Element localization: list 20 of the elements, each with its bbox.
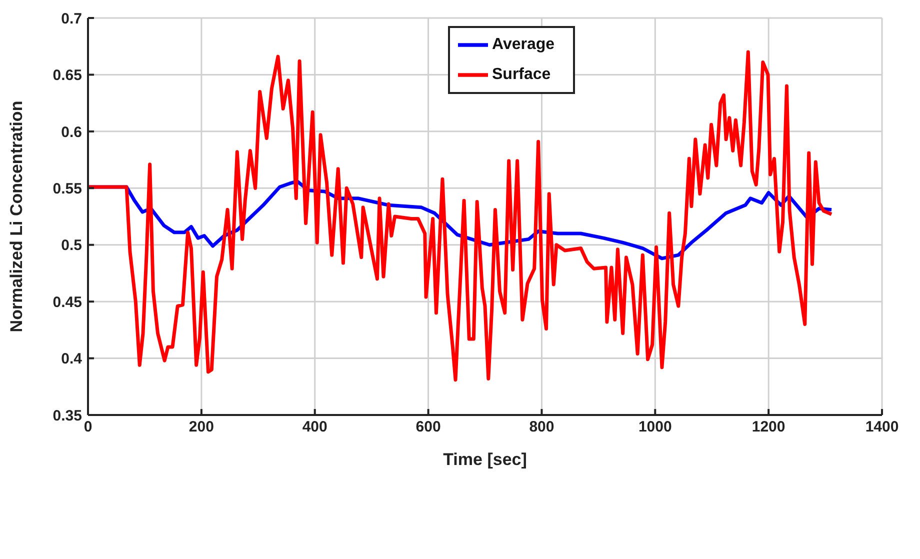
x-tick-label: 1400 <box>865 418 899 436</box>
y-tick-label: 0.7 <box>61 10 82 28</box>
x-tick-label: 600 <box>416 418 441 436</box>
x-tick-label: 1000 <box>638 418 672 436</box>
x-tick-label: 400 <box>302 418 328 436</box>
y-tick-label: 0.5 <box>61 237 82 254</box>
y-tick-label: 0.65 <box>52 67 82 84</box>
x-tick-label: 1200 <box>752 418 786 436</box>
x-tick-label: 200 <box>188 418 214 436</box>
y-axis-title: Normalized Li Concentration <box>7 100 26 332</box>
legend-label: Average <box>492 36 555 54</box>
legend-label: Surface <box>492 66 551 84</box>
y-tick-label: 0.45 <box>52 294 82 311</box>
x-tick-label: 0 <box>84 418 92 436</box>
y-tick-label: 0.55 <box>52 180 82 198</box>
y-tick-label: 0.35 <box>52 407 82 424</box>
x-axis-title: Time [sec] <box>443 450 527 469</box>
y-tick-label: 0.4 <box>61 350 83 368</box>
y-tick-label: 0.6 <box>61 124 82 141</box>
x-tick-label: 800 <box>529 418 554 436</box>
